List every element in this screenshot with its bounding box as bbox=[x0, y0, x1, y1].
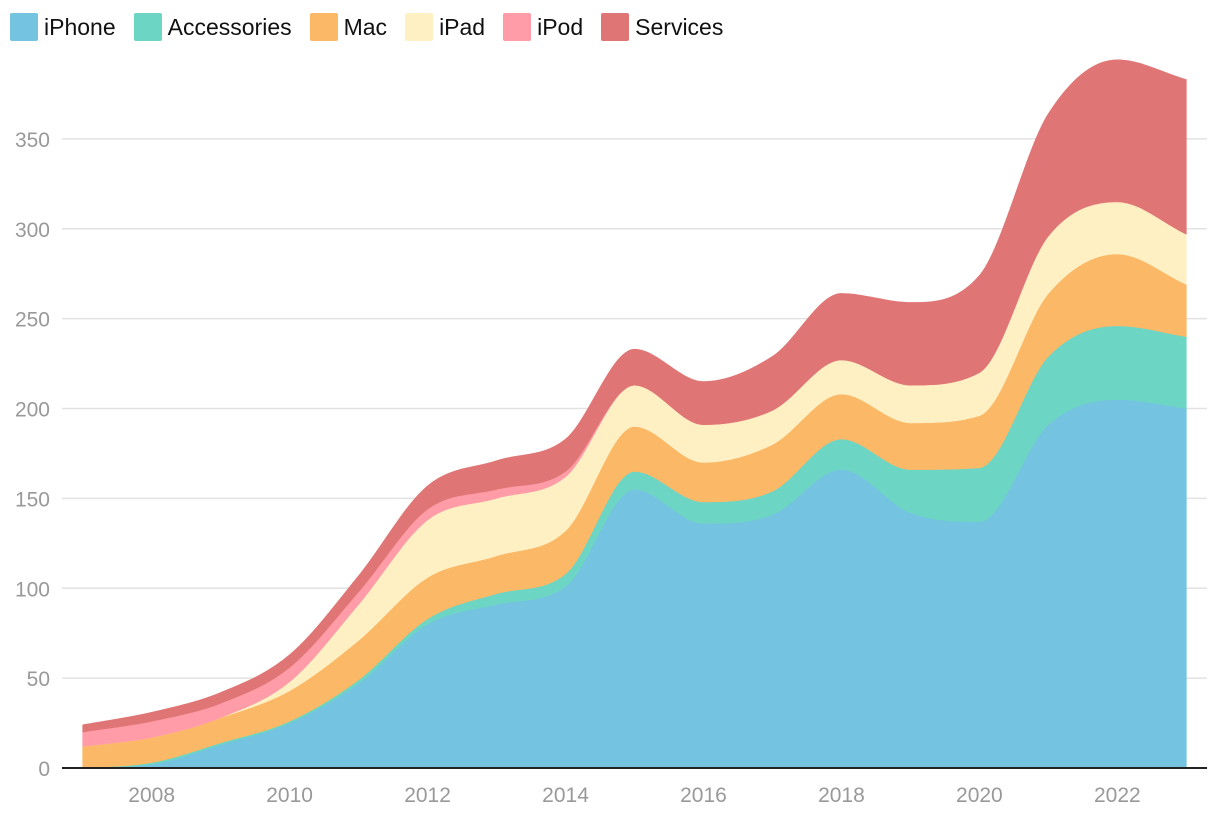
x-axis: 2008 2010 2012 2014 2016 2018 2020 2022 bbox=[62, 767, 1207, 807]
legend-item-ipod: iPod bbox=[503, 13, 583, 41]
legend-swatch-ipad bbox=[405, 13, 434, 41]
legend-item-ipad: iPad bbox=[405, 13, 485, 41]
legend-item-iphone: iPhone bbox=[10, 13, 116, 41]
legend-label-accessories: Accessories bbox=[167, 13, 292, 40]
legend-label-ipod: iPod bbox=[537, 13, 584, 40]
y-tick-label-100: 100 bbox=[15, 578, 50, 601]
x-tick-label-2018: 2018 bbox=[818, 784, 865, 807]
y-tick-label-200: 200 bbox=[15, 399, 50, 422]
legend-swatch-mac bbox=[309, 13, 338, 41]
x-tick-label-2016: 2016 bbox=[680, 784, 727, 807]
legend-swatch-services bbox=[601, 13, 630, 41]
x-tick-label-2008: 2008 bbox=[128, 784, 175, 807]
area-series bbox=[82, 59, 1187, 769]
legend-swatch-accessories bbox=[133, 13, 162, 41]
chart-legend: iPhone Accessories Mac iPad iPod Service… bbox=[10, 10, 741, 44]
y-tick-label-300: 300 bbox=[15, 219, 50, 242]
y-tick-label-50: 50 bbox=[27, 668, 50, 691]
legend-swatch-ipod bbox=[503, 13, 532, 41]
y-tick-label-150: 150 bbox=[15, 488, 50, 511]
legend-item-services: Services bbox=[601, 13, 723, 41]
x-tick-label-2012: 2012 bbox=[404, 784, 451, 807]
x-tick-label-2020: 2020 bbox=[956, 784, 1003, 807]
legend-label-services: Services bbox=[635, 13, 724, 40]
y-tick-label-350: 350 bbox=[15, 129, 50, 152]
legend-label-ipad: iPad bbox=[439, 13, 486, 40]
x-tick-label-2022: 2022 bbox=[1094, 784, 1141, 807]
x-tick-label-2014: 2014 bbox=[542, 784, 589, 807]
legend-swatch-iphone bbox=[10, 13, 38, 41]
legend-item-mac: Mac bbox=[309, 13, 388, 41]
legend-label-iphone: iPhone bbox=[44, 13, 116, 40]
y-tick-label-250: 250 bbox=[15, 309, 50, 332]
legend-item-accessories: Accessories bbox=[133, 13, 292, 41]
y-axis: 0 50 100 150 200 250 300 350 bbox=[15, 129, 50, 781]
y-tick-label-0: 0 bbox=[38, 758, 50, 781]
x-tick-label-2010: 2010 bbox=[266, 784, 313, 807]
area-services bbox=[82, 59, 1187, 733]
legend-label-mac: Mac bbox=[343, 13, 388, 40]
